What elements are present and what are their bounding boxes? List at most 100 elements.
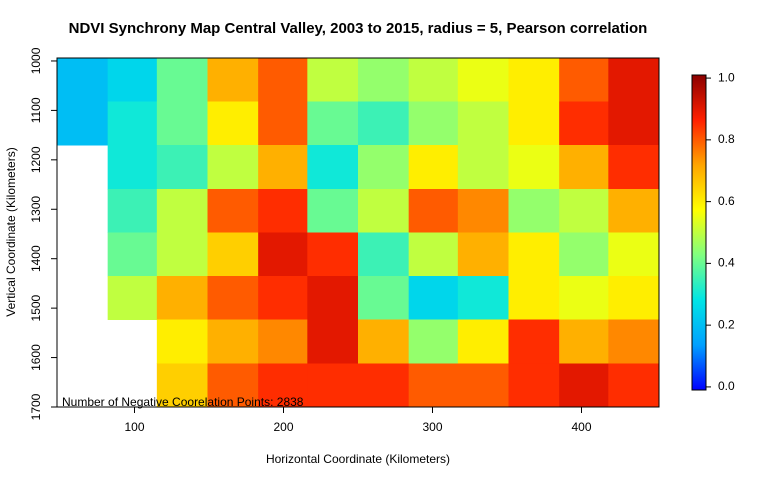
cell — [559, 188, 609, 233]
cell — [608, 232, 660, 277]
cell — [207, 276, 259, 321]
y-tick-label: 1200 — [29, 146, 43, 173]
cell — [258, 276, 308, 321]
x-tick-label: 200 — [273, 420, 293, 434]
cell — [408, 232, 459, 277]
cell — [559, 58, 609, 103]
cell — [408, 319, 459, 364]
cell — [508, 101, 560, 146]
cell — [508, 363, 560, 408]
y-tick-label: 1000 — [29, 47, 43, 74]
cell — [107, 145, 158, 190]
cell — [508, 58, 560, 103]
colorbar-tick-label: 0.8 — [718, 132, 735, 146]
cell — [608, 145, 660, 190]
x-axis-label: Horizontal Coordinate (Kilometers) — [266, 452, 450, 466]
cell — [307, 276, 359, 321]
cell — [207, 145, 259, 190]
cell — [408, 363, 459, 408]
cell — [307, 145, 359, 190]
cell — [156, 145, 208, 190]
cell — [559, 276, 609, 321]
colorbar — [691, 74, 707, 391]
cell — [156, 58, 208, 103]
cell — [408, 188, 459, 233]
cell — [608, 188, 660, 233]
y-tick-label: 1300 — [29, 196, 43, 223]
cell — [156, 319, 208, 364]
colorbar-tick-label: 0.6 — [718, 194, 735, 208]
cell — [57, 58, 109, 103]
y-tick-label: 1400 — [29, 245, 43, 272]
cell — [258, 232, 308, 277]
cell — [358, 58, 410, 103]
y-tick-label: 1600 — [29, 344, 43, 371]
chart-title: NDVI Synchrony Map Central Valley, 2003 … — [69, 20, 648, 37]
cell — [608, 101, 660, 146]
cell — [457, 363, 509, 408]
cell — [156, 363, 208, 408]
cell — [559, 232, 609, 277]
cell — [307, 232, 359, 277]
cell — [207, 101, 259, 146]
cell — [307, 101, 359, 146]
cell — [207, 363, 259, 408]
cell — [559, 363, 609, 408]
cell — [408, 101, 459, 146]
cell — [107, 101, 158, 146]
cell — [559, 101, 609, 146]
cell — [408, 145, 459, 190]
cell — [508, 232, 560, 277]
cell — [156, 101, 208, 146]
cell — [258, 145, 308, 190]
cell — [207, 319, 259, 364]
x-tick-label: 100 — [124, 420, 144, 434]
cell — [358, 232, 410, 277]
cell — [408, 58, 459, 103]
colorbar-tick-label: 0.0 — [718, 379, 735, 393]
cell — [207, 58, 259, 103]
cell — [358, 319, 410, 364]
cell — [358, 101, 410, 146]
cell — [258, 188, 308, 233]
cell — [207, 232, 259, 277]
y-tick-label: 1100 — [29, 97, 43, 123]
cell — [508, 276, 560, 321]
cell — [559, 319, 609, 364]
colorbar-tick-label: 0.2 — [718, 317, 735, 331]
cell — [57, 101, 109, 146]
cell — [107, 276, 158, 321]
cell — [608, 319, 660, 364]
y-tick-label: 1500 — [29, 294, 43, 321]
cell — [508, 319, 560, 364]
cell — [457, 145, 509, 190]
cell — [457, 232, 509, 277]
cell — [307, 188, 359, 233]
cell — [358, 363, 410, 408]
cell — [457, 188, 509, 233]
cell — [156, 232, 208, 277]
colorbar-tick-label: 0.4 — [718, 256, 735, 270]
cell — [107, 188, 158, 233]
cell — [457, 276, 509, 321]
cell — [457, 101, 509, 146]
cell — [608, 363, 660, 408]
x-tick-label: 400 — [571, 420, 591, 434]
cell — [258, 363, 308, 408]
cell — [457, 58, 509, 103]
cell — [358, 276, 410, 321]
cell — [258, 58, 308, 103]
cell — [358, 145, 410, 190]
cell — [307, 58, 359, 103]
cell — [559, 145, 609, 190]
cell — [358, 188, 410, 233]
cell — [258, 319, 308, 364]
cell — [307, 363, 359, 408]
cell — [107, 58, 158, 103]
cell — [508, 188, 560, 233]
cell — [107, 232, 158, 277]
raster — [57, 58, 660, 408]
annotation: Number of Negative Coorelation Points: 2… — [62, 395, 304, 409]
cell — [156, 188, 208, 233]
